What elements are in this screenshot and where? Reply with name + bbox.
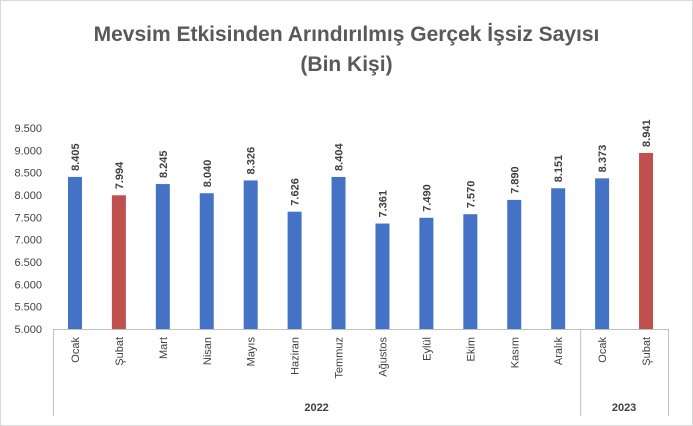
data-label: 8.245 — [158, 151, 170, 179]
bar — [199, 193, 214, 329]
x-tick-label: Ağustos — [377, 337, 389, 377]
x-tick-label: Şubat — [114, 337, 126, 366]
bar — [419, 217, 434, 329]
data-label: 8.373 — [597, 145, 609, 173]
bar — [375, 223, 390, 329]
x-tick-label: Temmuz — [334, 337, 346, 379]
data-label: 7.361 — [377, 190, 389, 218]
x-tick-label: Nisan — [202, 337, 214, 365]
y-tick-label: 7.500 — [14, 212, 42, 224]
x-tick-label: Ekim — [465, 337, 477, 361]
data-label: 8.404 — [334, 143, 346, 171]
chart-title-line2: (Bin Kişi) — [300, 53, 393, 76]
x-tick-label: Şubat — [641, 337, 653, 366]
y-tick-label: 8.000 — [14, 190, 42, 202]
group-label: 2022 — [304, 402, 328, 414]
y-tick-label: 9.000 — [14, 145, 42, 157]
data-label: 8.151 — [553, 155, 565, 183]
group-label: 2023 — [612, 402, 636, 414]
bar — [331, 176, 346, 329]
bar — [155, 184, 170, 329]
data-label: 8.405 — [70, 143, 82, 171]
y-tick-label: 6.000 — [14, 279, 42, 291]
y-tick-label: 8.500 — [14, 168, 42, 180]
chart-title-line1: Mevsim Etkisinden Arındırılmış Gerçek İş… — [93, 23, 600, 46]
data-label: 7.994 — [114, 161, 126, 189]
bar — [287, 211, 302, 329]
y-tick-label: 5.500 — [14, 302, 42, 314]
bar — [243, 180, 258, 329]
y-tick-label: 7.000 — [14, 235, 42, 247]
data-label: 7.490 — [421, 184, 433, 212]
bar — [551, 188, 566, 329]
bar — [67, 176, 82, 329]
data-label: 8.326 — [246, 147, 258, 175]
bar — [507, 199, 522, 329]
data-label: 7.890 — [509, 166, 521, 194]
bar — [111, 195, 126, 329]
y-tick-label: 6.500 — [14, 257, 42, 269]
y-tick-label: 9.500 — [14, 123, 42, 135]
data-label: 8.040 — [202, 160, 214, 188]
x-tick-label: Aralık — [553, 337, 565, 366]
x-tick-label: Eylül — [421, 337, 433, 361]
x-tick-label: Mart — [158, 337, 170, 359]
data-label: 8.941 — [641, 119, 653, 147]
x-tick-label: Ocak — [70, 337, 82, 363]
bar — [595, 178, 610, 329]
chart-title: Mevsim Etkisinden Arındırılmış Gerçek İş… — [0, 20, 693, 80]
data-label: 7.570 — [465, 181, 477, 209]
x-tick-label: Haziran — [290, 337, 302, 375]
y-tick-label: 5.000 — [14, 324, 42, 336]
bar — [639, 152, 654, 329]
bar — [463, 214, 478, 329]
data-label: 7.626 — [290, 178, 302, 206]
x-tick-label: Mayıs — [246, 337, 258, 367]
x-tick-label: Kasım — [509, 337, 521, 368]
x-tick-label: Ocak — [597, 337, 609, 363]
